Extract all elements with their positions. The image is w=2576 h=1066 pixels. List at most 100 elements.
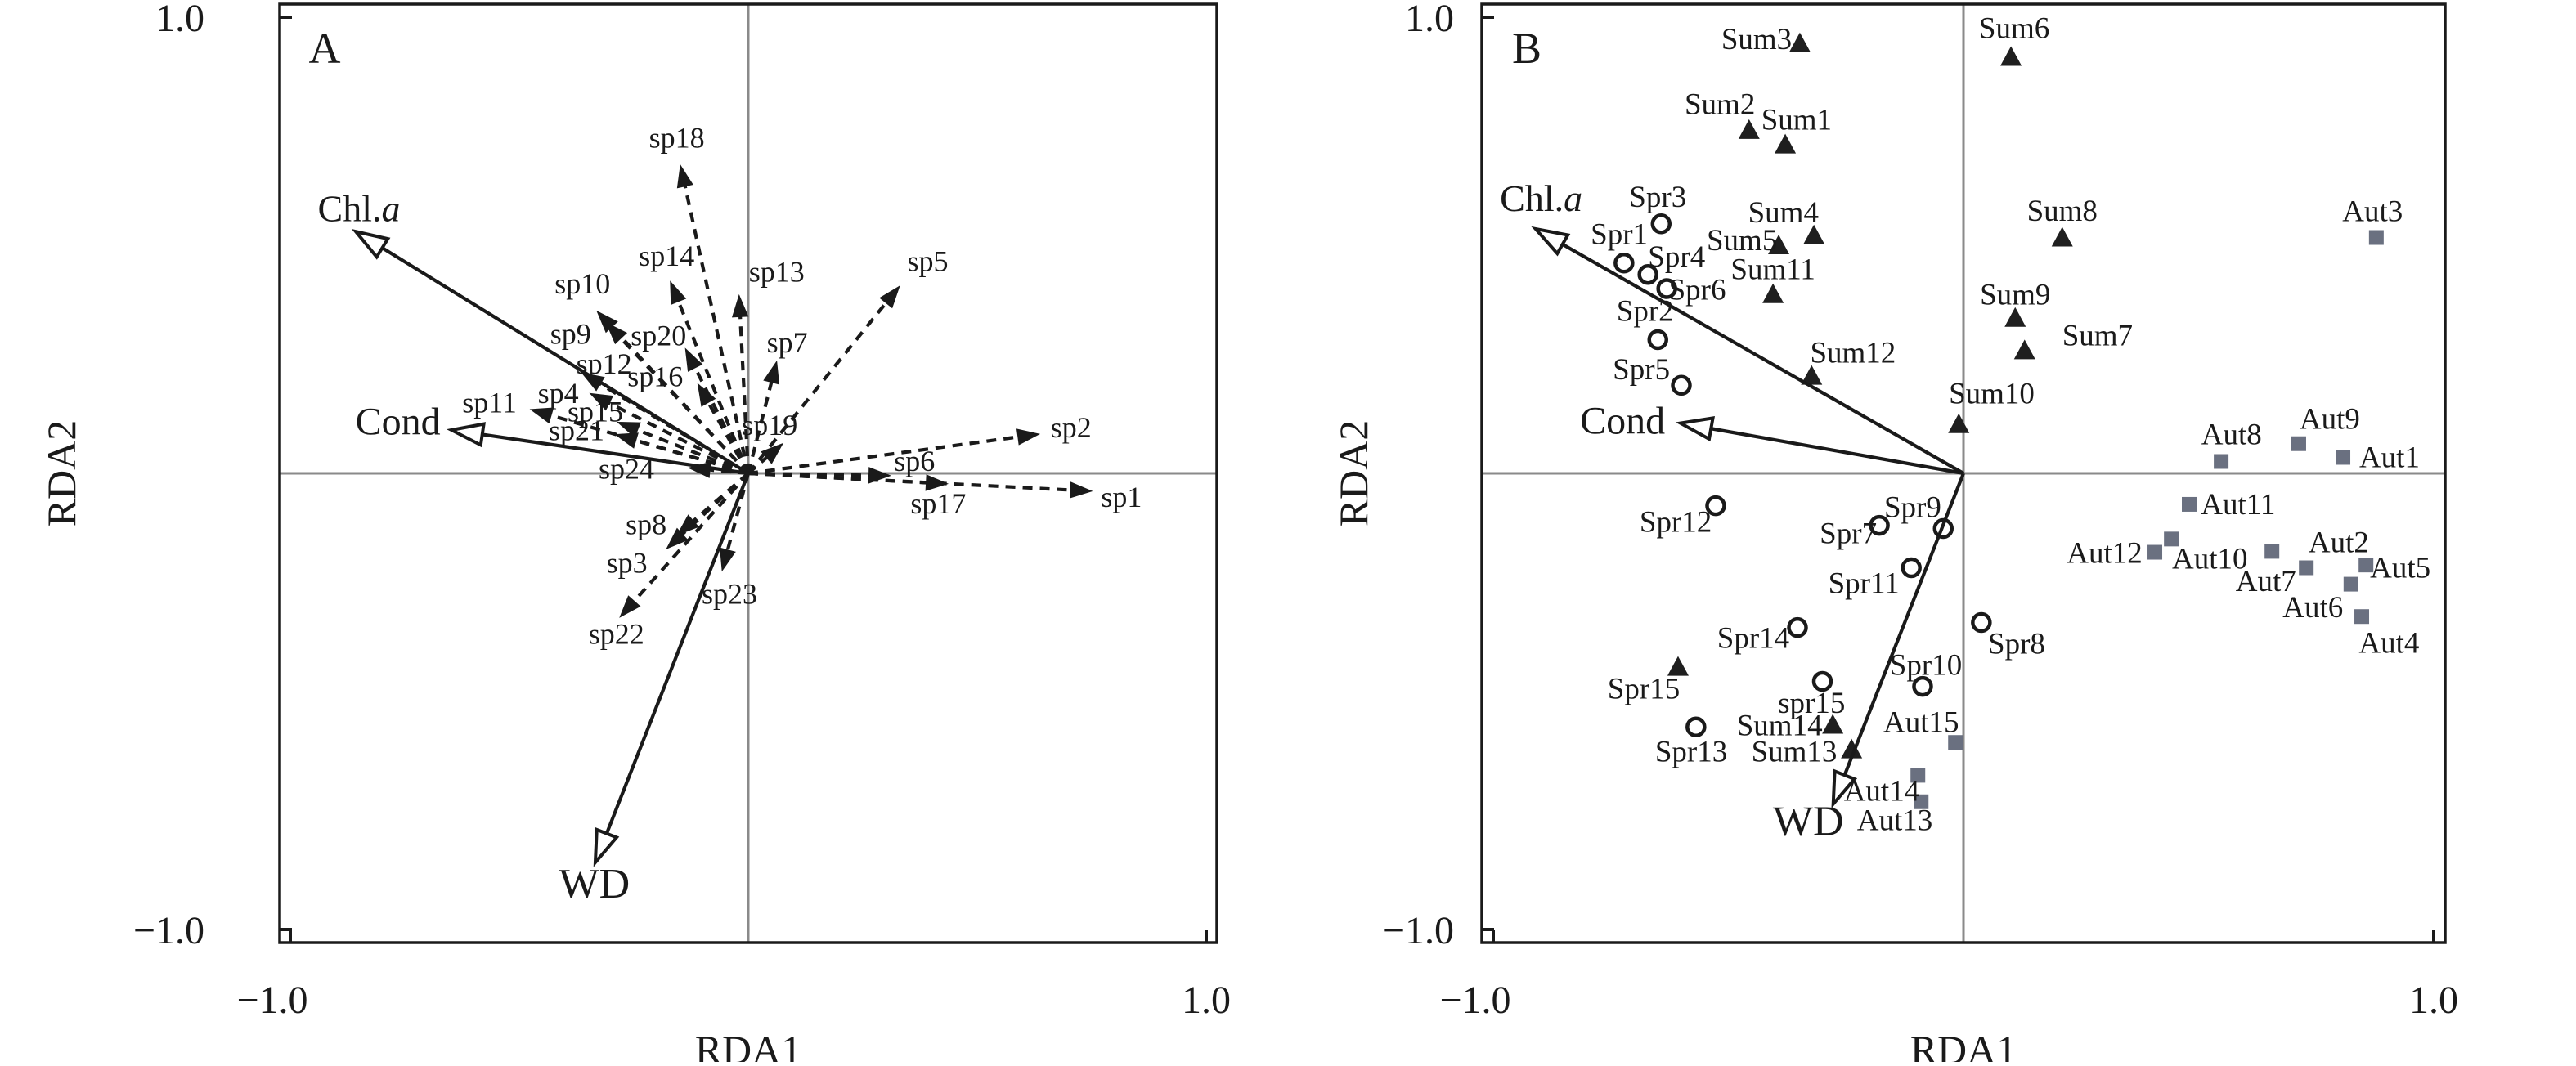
species-arrow-sp8-head (676, 514, 699, 536)
env-arrow-wd-head (593, 826, 620, 867)
species-label-sp11: sp11 (462, 387, 517, 419)
sample-label-Aut4: Aut4 (2358, 627, 2419, 661)
sample-point-Sum13 (1841, 738, 1863, 759)
sample-point-Spr6 (1656, 278, 1677, 299)
sample-point-Spr8 (1971, 611, 1992, 634)
env-label-cond: Cond (1580, 400, 1665, 443)
sample-label-Sum1: Sum1 (1761, 104, 1832, 137)
species-arrow-sp18: sp18 (649, 121, 751, 474)
species-arrow-sp4-shaft (608, 401, 749, 475)
species-arrow-sp6: sp6 (747, 445, 935, 484)
species-arrow-sp18-head (676, 163, 693, 189)
species-arrow-sp7-head (763, 360, 780, 385)
panel-b-svg: −1.01.0−1.0 1.0RDA1RDA2BSpr1Spr2Spr3Spr4S… (1331, 0, 2458, 1066)
sample-label-Spr8: Spr8 (1988, 628, 2045, 661)
species-label-sp6: sp6 (894, 445, 935, 477)
species-arrow-sp23: sp23 (702, 473, 757, 610)
sample-label-Sum9: Sum9 (1980, 278, 2050, 311)
sample-point-Spr13 (1685, 716, 1707, 737)
sample-point-Sum9 (2004, 307, 2026, 327)
sample-point-Sum6 (2000, 46, 2022, 66)
species-arrow-sp19-head (761, 442, 784, 464)
sample-point-Aut8 (2214, 454, 2229, 469)
species-arrow-sp4-head (589, 392, 614, 411)
species-arrow-sp7: sp7 (746, 326, 808, 474)
species-label-sp23: sp23 (702, 577, 757, 610)
sample-label-spr15: spr15 (1778, 687, 1845, 720)
sample-label-Spr15: Spr15 (1608, 672, 1680, 705)
env-arrow-cond-shaft (482, 432, 749, 476)
species-arrow-sp15-shaft (636, 428, 749, 475)
species-label-sp16: sp16 (627, 361, 683, 393)
sample-point-Spr2 (1647, 329, 1668, 351)
sample-point-Spr4 (1637, 263, 1658, 285)
sample-label-Sum8: Sum8 (2027, 195, 2098, 228)
species-arrow-sp8-shaft (692, 472, 750, 522)
sample-point-Spr14 (1787, 616, 1808, 638)
sample-label-Spr3: Spr3 (1629, 181, 1686, 214)
species-arrow-sp17: sp17 (747, 471, 966, 520)
sample-label-Sum7: Sum7 (2062, 319, 2133, 352)
species-label-sp4: sp4 (538, 377, 579, 410)
species-label-sp8: sp8 (626, 508, 666, 540)
species-label-sp2: sp2 (1051, 411, 1092, 444)
species-arrow-sp2-head (1016, 428, 1041, 446)
env-arrow-cond-shaft (1710, 427, 1964, 476)
sample-point-Sum11 (1762, 283, 1784, 303)
sample-label-Spr7: Spr7 (1820, 517, 1877, 551)
species-arrow-sp5-head (879, 285, 900, 309)
x-tick-label: 1.0 (2409, 979, 2458, 1022)
env-arrow-wd-head (1831, 768, 1858, 809)
env-arrow-chl: Chl.a (318, 187, 750, 475)
sample-label-Sum3: Sum3 (1721, 23, 1792, 56)
sample-point-Sum10 (1948, 413, 1970, 433)
sample-point-Aut4 (2354, 609, 2370, 625)
sample-label-Spr14: Spr14 (1717, 621, 1789, 655)
species-label-sp22: sp22 (589, 617, 644, 650)
species-arrow-sp22-head (619, 595, 641, 618)
sample-point-Sum1 (1775, 133, 1797, 154)
env-arrow-wd: WD (1773, 473, 1965, 845)
sample-label-Aut6: Aut6 (2282, 591, 2343, 625)
species-arrow-sp1-head (1070, 481, 1093, 499)
sample-label-Aut3: Aut3 (2342, 195, 2403, 229)
species-arrow-sp10: sp10 (554, 267, 750, 475)
sample-label-Aut5: Aut5 (2370, 552, 2430, 585)
species-arrow-sp20: sp20 (631, 319, 750, 474)
sample-point-Spr7 (1869, 514, 1890, 536)
sample-point-Aut3 (2368, 230, 2384, 245)
panel-root: −1.01.0−1.0 1.0RDA1RDA2BSpr1Spr2Spr3Spr4S… (1331, 0, 2458, 1066)
species-arrow-sp14-shaft (676, 300, 750, 474)
x-axis-title: RDA1 (1910, 1027, 2017, 1062)
sample-label-Sum4: Sum4 (1748, 196, 1819, 230)
sample-point-Aut14 (1910, 768, 1926, 783)
x-axis-title: RDA1 (695, 1027, 802, 1062)
species-arrow-sp4: sp4 (538, 377, 749, 475)
sample-label-Sum11: Sum11 (1730, 253, 1815, 287)
sample-point-Aut10 (2164, 531, 2179, 547)
species-label-sp7: sp7 (767, 326, 808, 359)
env-arrow-chl: Chl.a (1500, 177, 1965, 475)
species-arrow-sp23-shaft (725, 473, 751, 551)
sample-point-Sum4 (1803, 224, 1825, 244)
sample-point-Spr3 (1650, 213, 1672, 235)
sample-label-Aut15: Aut15 (1883, 706, 1959, 740)
env-arrow-chl-head (1531, 226, 1571, 257)
species-arrow-sp2-shaft (747, 435, 1019, 476)
sample-point-Sum12 (1801, 365, 1823, 385)
env-arrow-chl-shaft (1561, 242, 1965, 475)
sample-label-Spr13: Spr13 (1655, 735, 1727, 768)
sample-label-Spr9: Spr9 (1884, 490, 1941, 524)
species-label-sp18: sp18 (649, 121, 705, 154)
species-label-sp14: sp14 (639, 240, 694, 272)
species-label-sp12: sp12 (577, 347, 632, 380)
sample-point-Sum7 (2013, 339, 2035, 360)
sample-label-Aut13: Aut13 (1857, 804, 1933, 838)
sample-label-Spr10: Spr10 (1890, 648, 1962, 682)
sample-label-Spr2: Spr2 (1617, 294, 1674, 328)
species-label-sp20: sp20 (631, 319, 686, 352)
species-label-sp3: sp3 (607, 546, 648, 579)
